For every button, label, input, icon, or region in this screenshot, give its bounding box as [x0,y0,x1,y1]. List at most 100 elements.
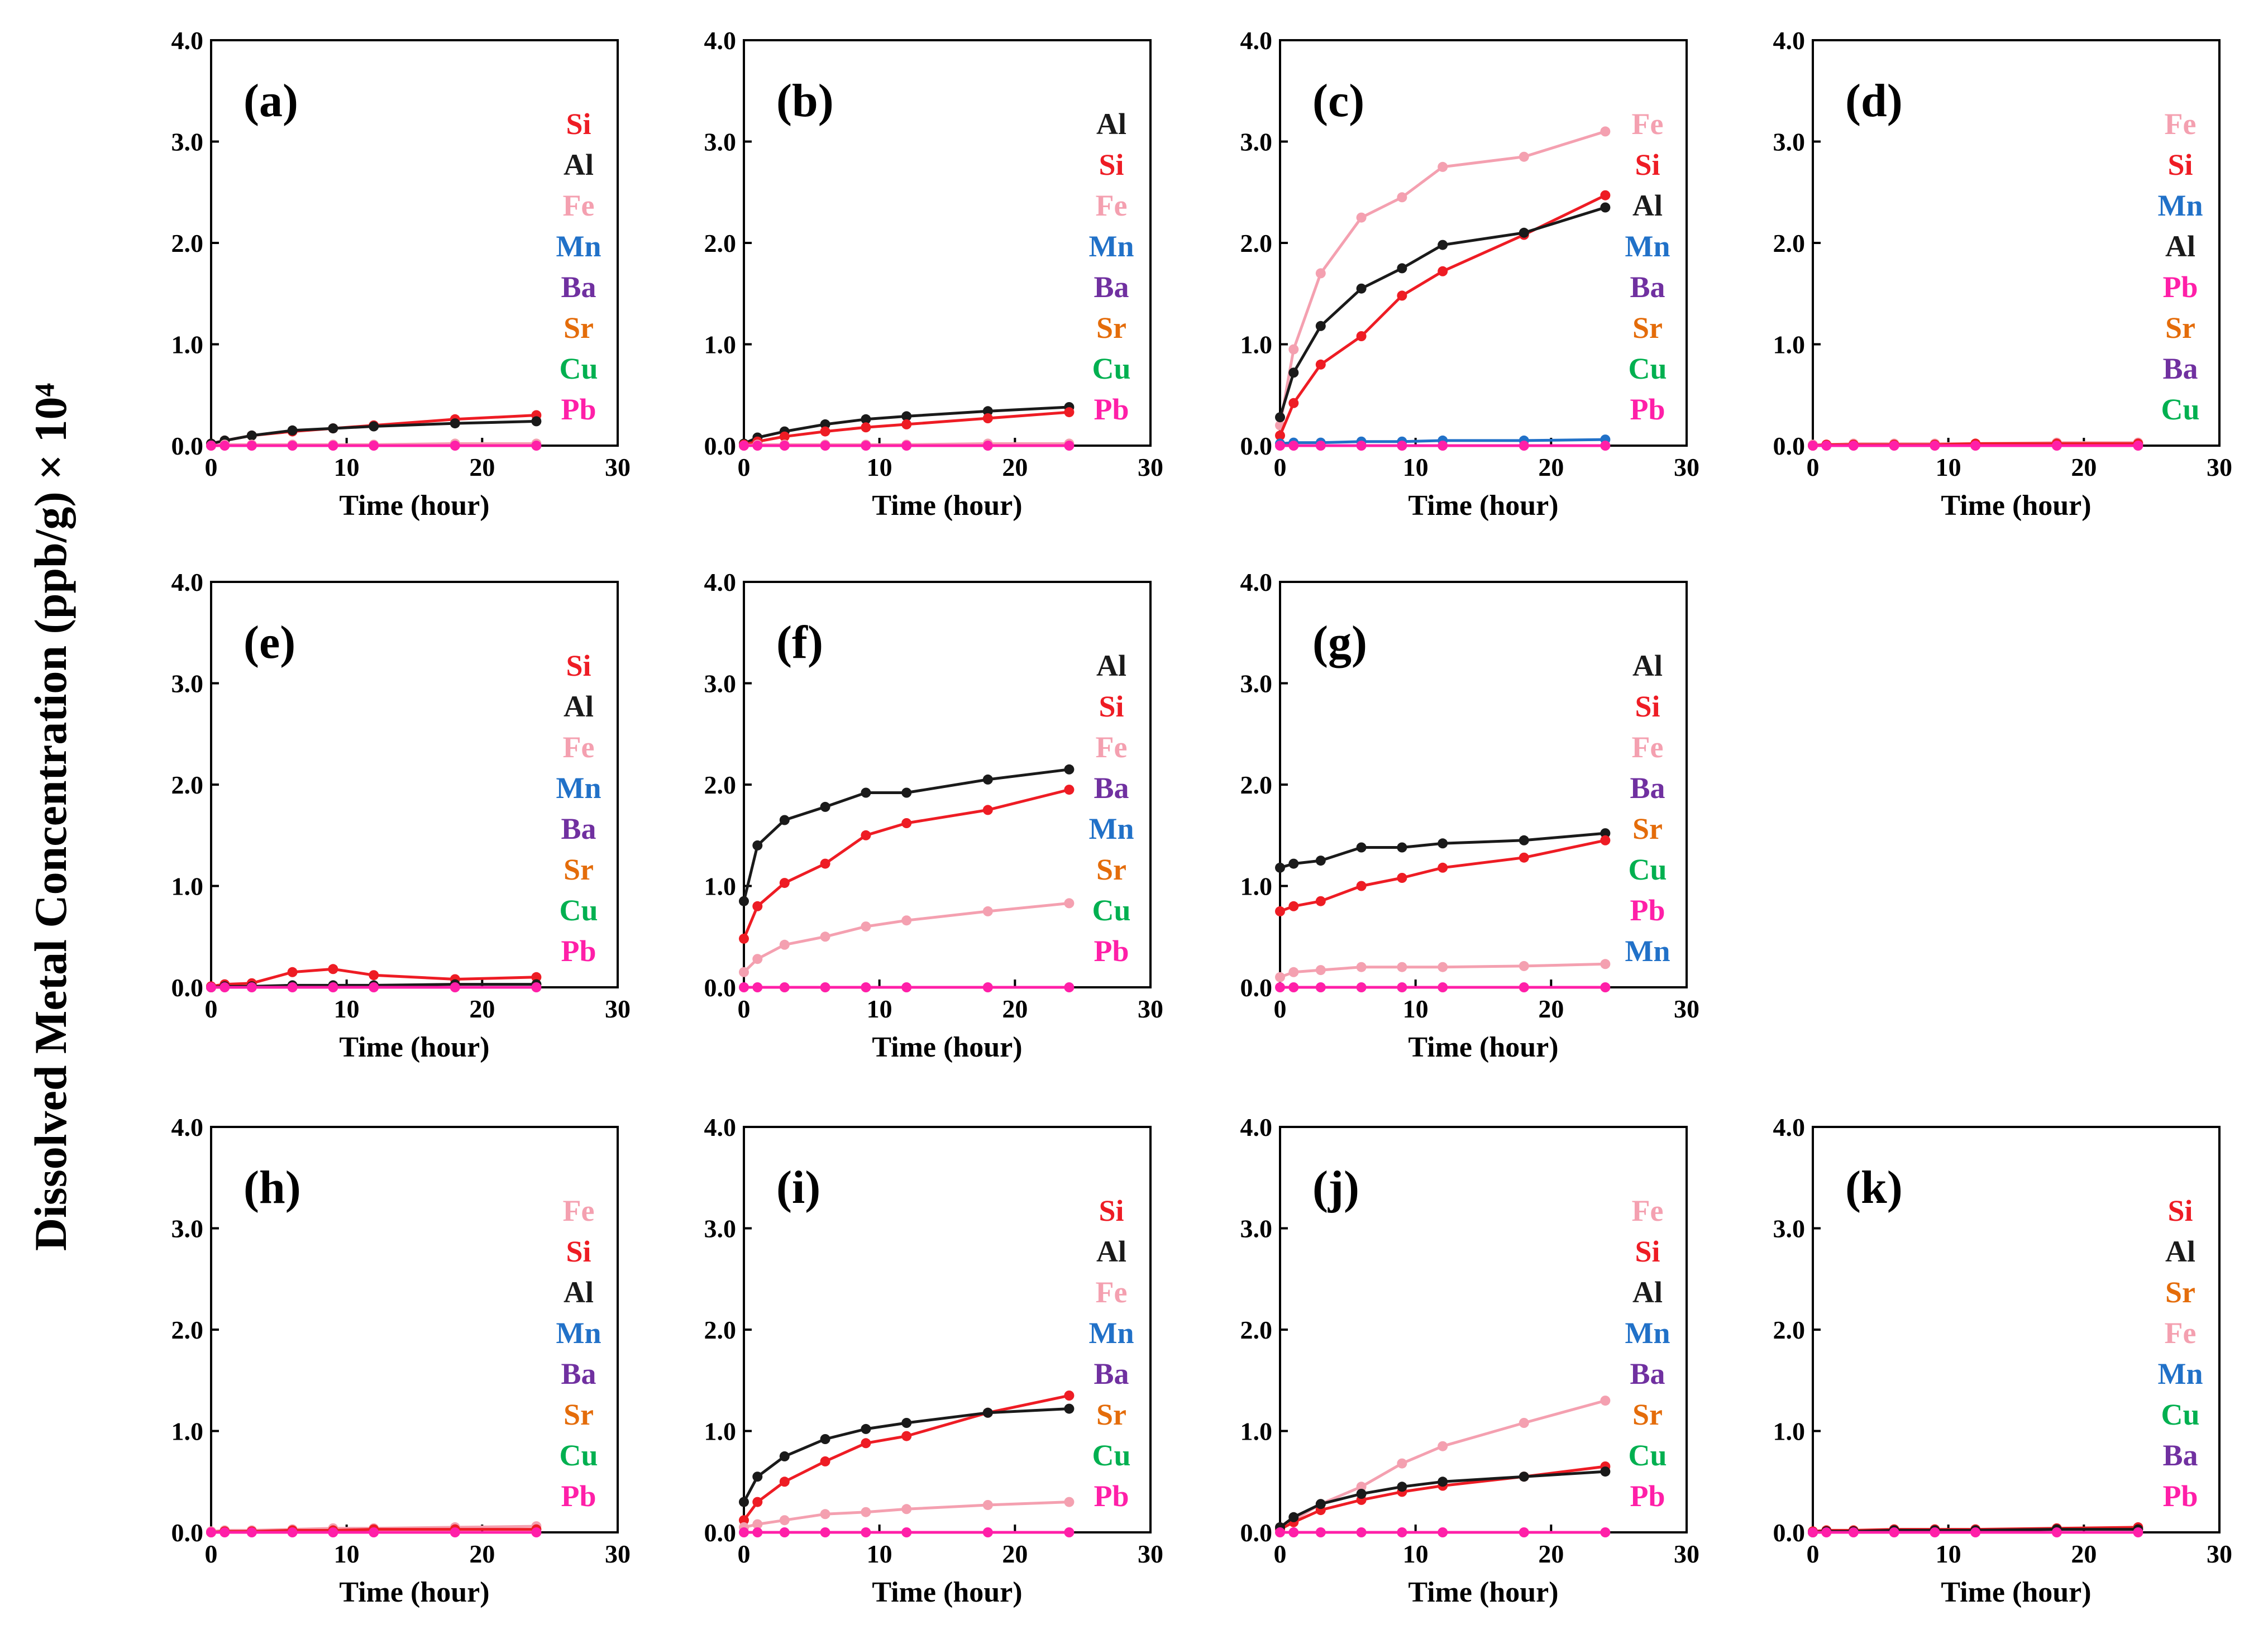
data-point-pb [450,1527,460,1537]
data-point-al [1600,202,1611,213]
panel-label: (a) [243,75,298,127]
y-tick-label: 4.0 [704,1113,737,1141]
legend-entry-si: Si [566,1235,591,1268]
legend-entry-al: Al [564,690,594,723]
y-tick-label: 3.0 [1773,128,1806,156]
data-point-al [1288,1512,1299,1522]
data-point-al [1438,1477,1448,1487]
y-tick-label: 0.0 [171,432,204,460]
data-point-si [820,1456,830,1466]
legend-entry-pb: Pb [1094,1479,1129,1513]
x-tick-label: 30 [1138,1540,1163,1568]
panel-label: (e) [243,617,295,668]
x-tick-label: 10 [334,453,360,481]
y-tick-label: 1.0 [1773,1417,1806,1446]
x-tick-label: 10 [867,995,892,1023]
x-tick-label: 30 [2207,453,2232,481]
data-point-pb [1288,982,1299,992]
x-axis-title: Time (hour) [872,1031,1022,1063]
legend-entry-cu: Cu [2161,1398,2199,1431]
data-point-pb [752,441,763,451]
panel-e: 0.0 1.0 2.0 3.0 4.0 0 10 20 30 Time (hour) (e) Si Al… [171,568,631,1063]
data-point-pb [1808,1527,1818,1537]
data-point-pb [752,982,763,992]
legend-entry-pb: Pb [1630,894,1665,927]
x-tick-label: 30 [1674,1540,1699,1568]
data-point-pb [369,982,379,992]
data-point-al [287,425,298,436]
legend-entry-ba: Ba [1630,270,1665,304]
data-point-si [328,964,338,974]
y-axis-title: Dissolved Metal Concentration (ppb/g) × … [25,383,76,1251]
data-point-si [779,878,790,888]
data-point-pb [246,441,257,451]
data-point-al [779,815,790,825]
series-curve-al [742,768,1069,902]
data-point-si [1600,190,1611,200]
data-point-si [1275,906,1285,916]
legend-entry-ba: Ba [1094,1357,1129,1391]
y-tick-label: 0.0 [1240,432,1273,460]
legend-entry-mn: Mn [556,230,601,263]
panel-h: 0.0 1.0 2.0 3.0 4.0 0 10 20 30 Time (hour) (h) Fe Si… [171,1113,631,1608]
data-point-pb [206,982,216,992]
data-point-al [752,1471,763,1482]
panel-g: 0.0 1.0 2.0 3.0 4.0 0 10 20 30 Time (hour) (g) Al Si… [1240,568,1700,1063]
legend-entry-ba: Ba [2162,352,2198,385]
x-tick-label: 20 [469,1540,495,1568]
panel-grid: 0.0 1.0 2.0 3.0 4.0 0 10 20 30 Time (hour) (a) Si Al… [171,26,2233,1608]
data-point-al [982,774,993,785]
y-tick-label: 4.0 [1773,1113,1806,1141]
data-point-si [752,901,763,911]
data-point-pb [861,1527,871,1537]
x-tick-label: 10 [1936,453,1961,481]
legend-entry-al: Al [1096,107,1126,141]
x-tick-label: 20 [1002,1540,1028,1568]
data-point-pb [739,1527,749,1537]
legend-entry-ba: Ba [1094,270,1129,304]
data-point-al [450,418,460,429]
legend-entry-pb: Pb [1094,934,1129,968]
data-point-pb [2133,1527,2143,1537]
y-tick-label: 4.0 [704,26,737,55]
data-point-si [820,858,830,869]
legend-entry-fe: Fe [2165,107,2197,141]
data-point-si [779,1477,790,1487]
data-point-pb [2133,441,2143,451]
data-point-al [1288,367,1299,378]
series-curve-si [742,788,1070,939]
legend-entry-cu: Cu [1628,1439,1667,1472]
legend-entry-sr: Sr [1632,812,1663,845]
data-point-si [752,1497,763,1507]
x-tick-label: 20 [1538,1540,1564,1568]
legend-entry-al: Al [1632,649,1663,682]
y-tick-label: 2.0 [1773,229,1806,257]
data-point-pb [1519,982,1529,992]
legend-entry-al: Al [2165,230,2195,263]
legend-entry-pb: Pb [1094,393,1129,426]
legend-entry-pb: Pb [2162,270,2198,304]
legend-entry-cu: Cu [2161,393,2199,426]
data-point-pb [779,1527,790,1537]
legend-entry-fe: Fe [563,730,595,764]
legend-entry-mn: Mn [1089,812,1134,845]
data-point-al [861,787,871,798]
data-point-si [1315,359,1326,370]
data-point-si [1397,290,1407,301]
data-point-si [1438,266,1448,276]
data-point-si [1064,1391,1075,1401]
data-point-pb [1519,1527,1529,1537]
data-point-al [1438,838,1448,849]
data-point-fe [861,1507,871,1517]
x-tick-label: 30 [1138,453,1163,481]
data-point-al [1600,828,1611,839]
x-axis-title: Time (hour) [872,1576,1022,1608]
data-point-si [901,818,912,828]
data-point-pb [1889,441,1899,451]
y-tick-label: 0.0 [1773,432,1806,460]
legend-entry-si: Si [1099,148,1124,181]
x-tick-label: 30 [1674,995,1699,1023]
x-axis-title: Time (hour) [339,490,489,522]
data-point-pb [1356,1527,1367,1537]
data-point-pb [779,982,790,992]
